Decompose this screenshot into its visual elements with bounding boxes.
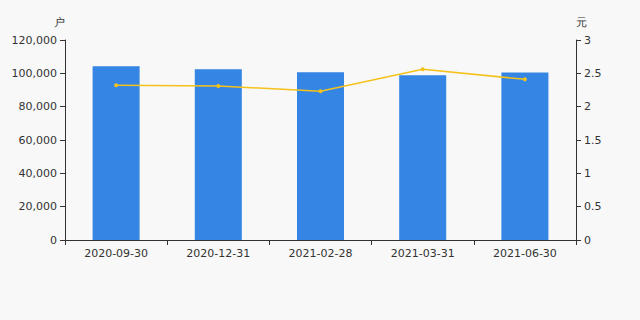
svg-text:户: 户 — [54, 16, 65, 29]
svg-text:2021-02-28: 2021-02-28 — [289, 247, 353, 260]
svg-text:100,000: 100,000 — [12, 67, 58, 80]
svg-text:120,000: 120,000 — [12, 34, 58, 47]
svg-text:2021-03-31: 2021-03-31 — [391, 247, 455, 260]
svg-text:0.5: 0.5 — [584, 200, 602, 213]
svg-text:2020-12-31: 2020-12-31 — [186, 247, 250, 260]
svg-text:1.5: 1.5 — [584, 134, 602, 147]
svg-text:0: 0 — [50, 234, 57, 247]
svg-text:0: 0 — [584, 234, 591, 247]
svg-text:2021-06-30: 2021-06-30 — [493, 247, 557, 260]
svg-text:80,000: 80,000 — [19, 100, 58, 113]
svg-text:1: 1 — [584, 167, 591, 180]
svg-text:2.5: 2.5 — [584, 67, 602, 80]
svg-text:3: 3 — [584, 34, 591, 47]
svg-text:60,000: 60,000 — [19, 134, 58, 147]
svg-text:元: 元 — [576, 16, 587, 29]
svg-text:20,000: 20,000 — [19, 200, 58, 213]
svg-text:2020-09-30: 2020-09-30 — [84, 247, 148, 260]
svg-text:40,000: 40,000 — [19, 167, 58, 180]
svg-text:2: 2 — [584, 100, 591, 113]
